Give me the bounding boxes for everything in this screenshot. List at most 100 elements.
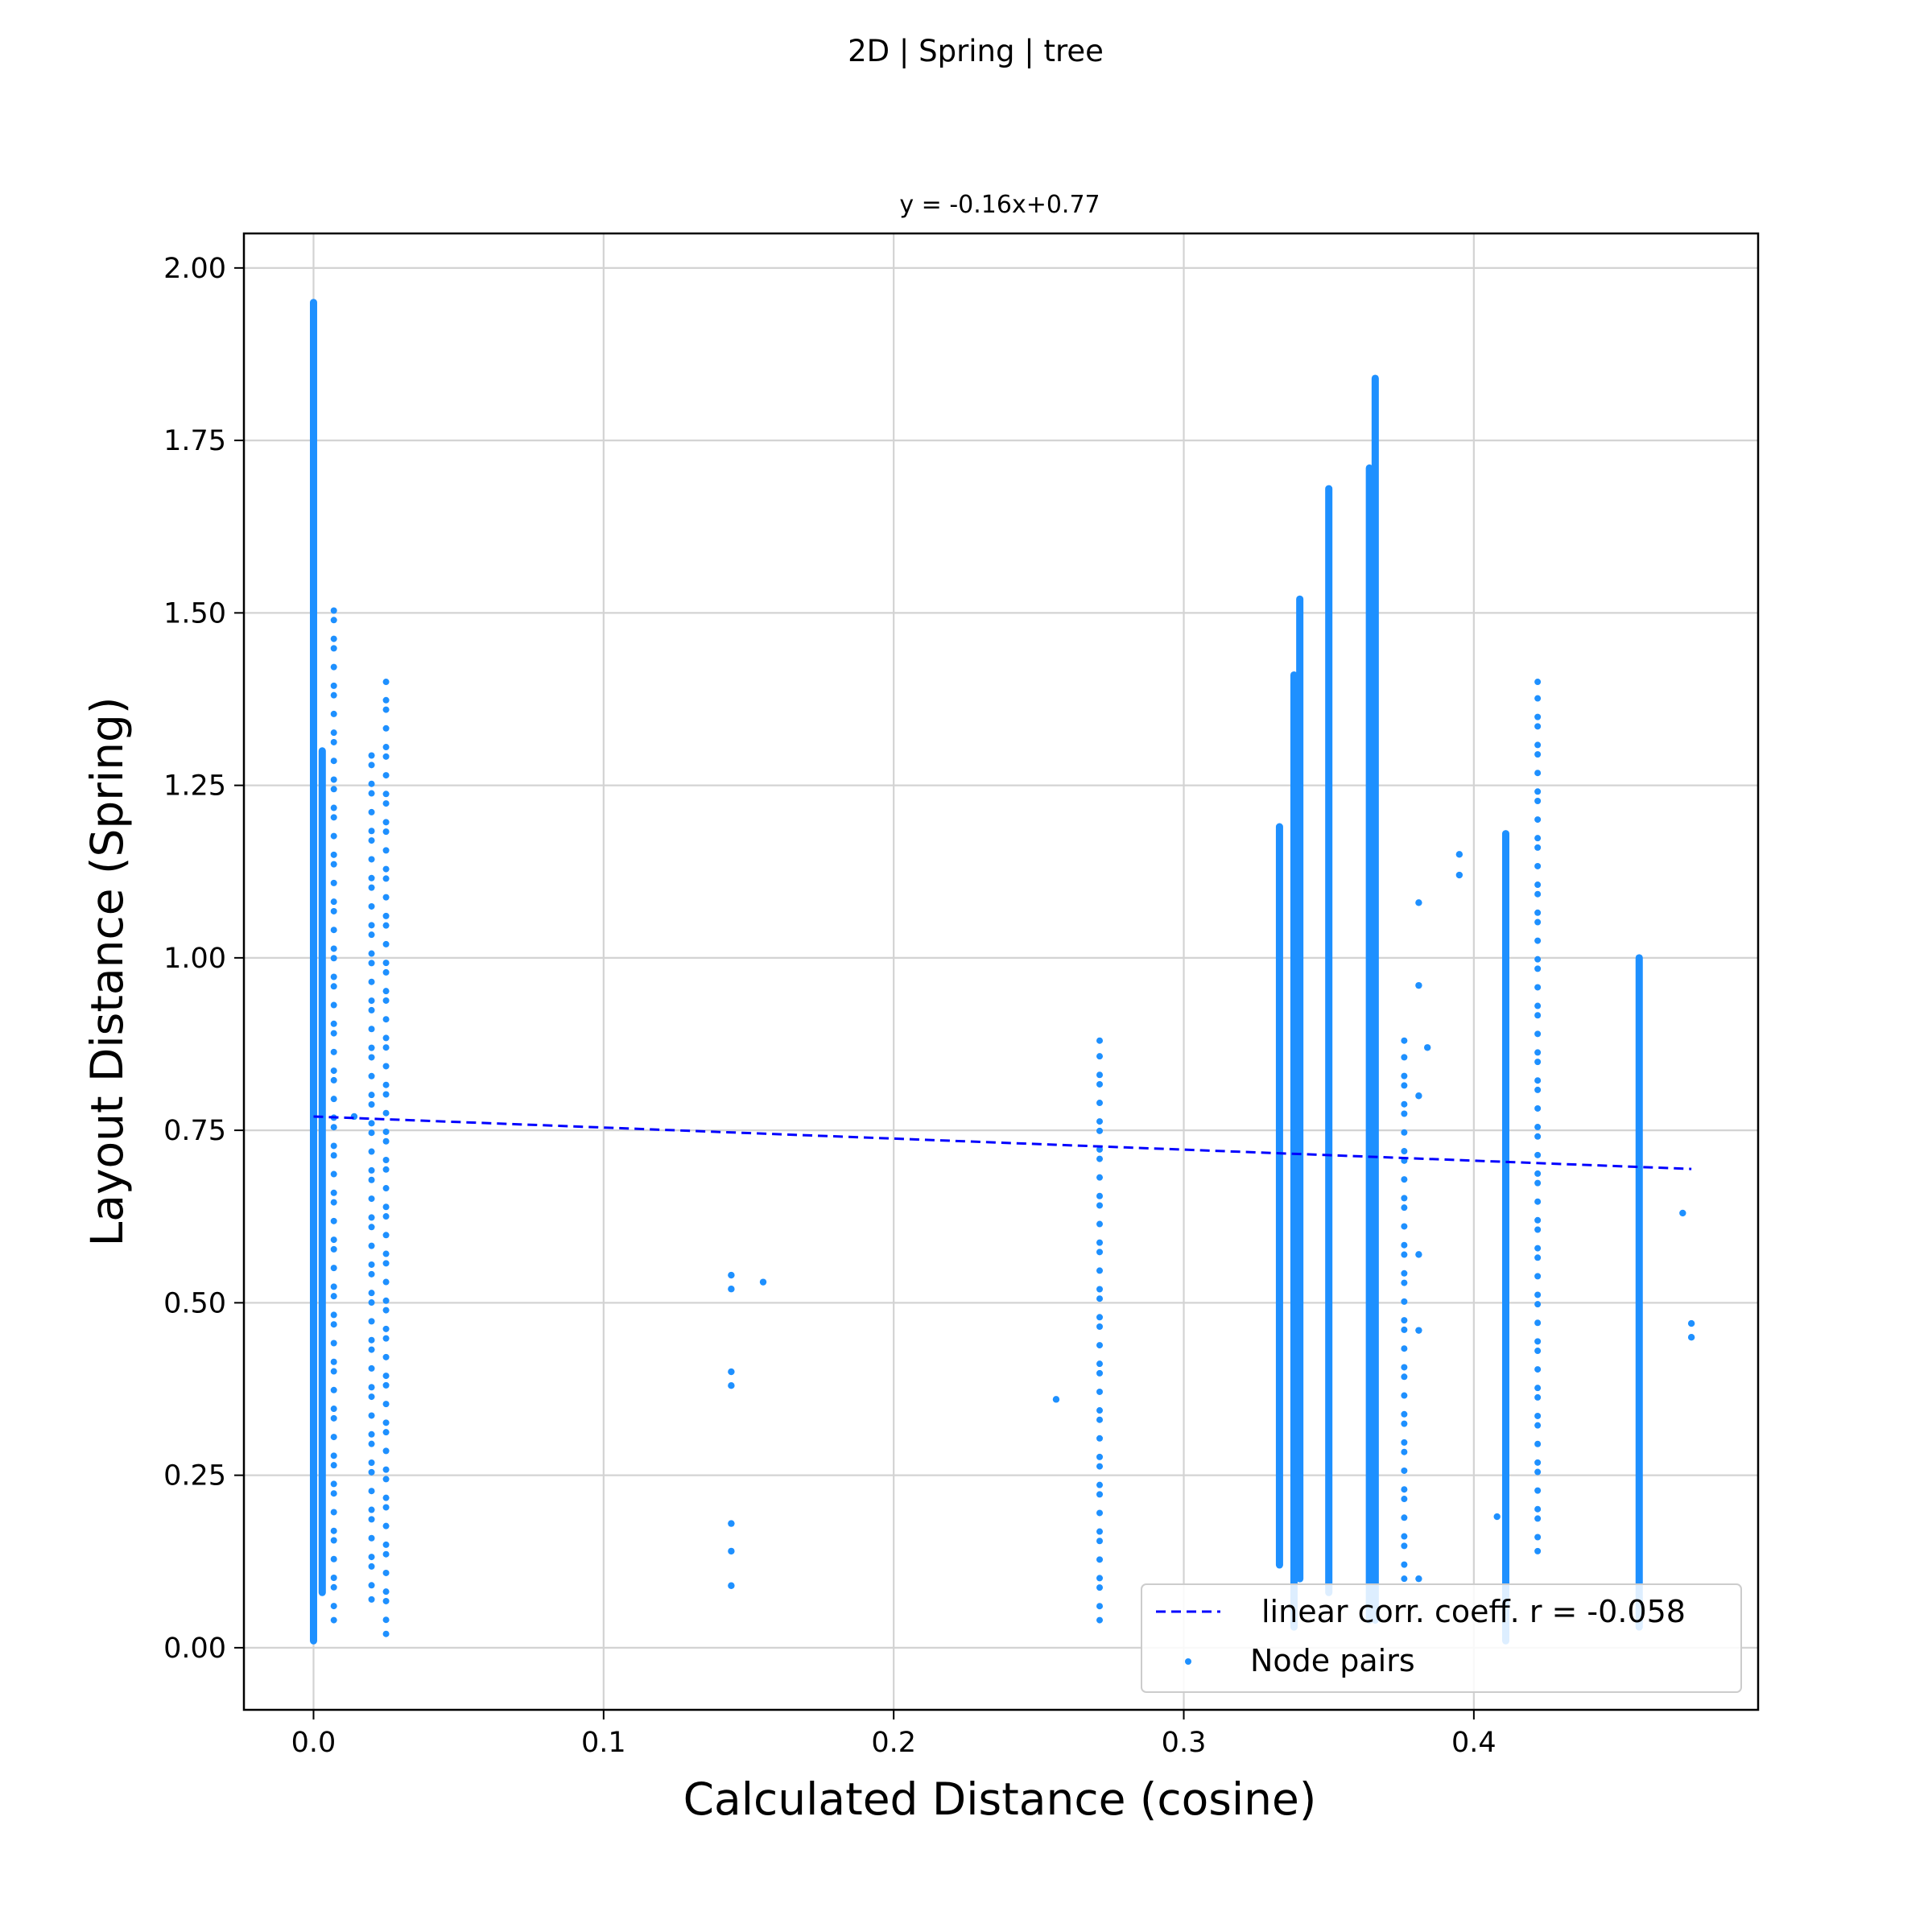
node-pair-point [368,1516,375,1523]
node-pair-point [330,729,337,737]
legend-points-label: Node pairs [1250,1643,1415,1678]
node-pair-point [1096,1416,1104,1423]
node-pair-point [1534,909,1542,916]
node-pair-point [1096,1314,1104,1321]
node-pair-point [1401,1100,1408,1108]
node-pair-point [368,1120,375,1127]
node-pair-point [759,1278,767,1286]
node-pair-point [1534,1179,1542,1187]
node-pair-point [1401,1148,1408,1155]
node-pair-point [330,1358,337,1365]
node-pair-point [1534,1301,1542,1308]
node-pair-point [382,1541,390,1548]
node-pair-point [330,1452,337,1459]
node-pair-point [382,772,390,779]
node-pair-point [1493,1513,1501,1521]
node-pair-point [368,1596,375,1603]
node-pair-point [1534,770,1542,777]
node-pair-point [382,1185,390,1192]
node-pair-point [1534,1104,1542,1112]
node-pair-point [330,1245,337,1253]
node-pair-point [382,1401,390,1408]
node-pair-point [382,968,390,976]
node-pair-point [330,1603,337,1610]
node-pair-point [330,1583,337,1591]
node-pair-point [1534,1151,1542,1158]
node-pair-point [1534,965,1542,972]
node-pair-point [1096,1453,1104,1460]
node-pair-point [330,1152,337,1159]
node-pair-point [1534,713,1542,720]
node-pair-point [1096,1509,1104,1517]
node-pair-point [382,922,390,929]
node-pair-point [368,1176,375,1183]
node-pair-point [1679,1209,1686,1217]
node-pair-point [330,927,337,934]
node-pair-point [1096,1118,1104,1125]
node-pair-point [368,1148,375,1155]
legend-fit-line-label: linear corr. coeff. r = -0.058 [1261,1594,1686,1629]
fit-line [313,1115,1692,1170]
node-pair-point [1401,1467,1408,1474]
node-pair-point [1534,751,1542,758]
node-pair-point [1534,1534,1542,1541]
node-pair-point [1455,871,1463,879]
y-tick-label: 1.50 [163,597,226,630]
node-pair-point [368,790,375,797]
node-pair-point [368,950,375,957]
node-pair-point [382,988,390,995]
node-pair-point [382,1504,390,1511]
node-pair-point [1534,1002,1542,1009]
node-pair-point [1534,1245,1542,1252]
node-pair-point [1534,1459,1542,1466]
y-tick-label: 0.50 [163,1287,226,1319]
node-pair-point [382,828,390,836]
node-pair-point [330,1217,337,1224]
node-pair-point [330,1142,337,1150]
node-pair-point [1401,1251,1408,1258]
node-pair-point [1401,1269,1408,1277]
x-ticks: 0.0 0.1 0.2 0.3 0.4 [291,1710,1496,1759]
node-pair-point [1534,1440,1542,1447]
node-pair-point [368,856,375,863]
axes-title: y = -0.16x+0.77 [899,191,1100,219]
node-pair-point [368,931,375,939]
node-pair-point [1534,835,1542,842]
node-pair-point [382,875,390,882]
node-pair-point [1534,1059,1542,1066]
node-pair-point [368,1166,375,1174]
node-pair-point [1534,1226,1542,1233]
node-pair-point [382,679,390,686]
figure-title: 2D | Spring | tree [848,34,1104,68]
node-pair-point [330,1414,337,1422]
node-pair-point [1455,851,1463,858]
node-pair-point [330,861,337,868]
node-pair-point [330,1001,337,1009]
node-pair-point [1534,1012,1542,1019]
node-pair-point [1096,1556,1104,1563]
node-pair-point [1096,1295,1104,1302]
node-pair-point [1534,1198,1542,1205]
node-pair-point [1534,797,1542,804]
node-pair-point [1401,1129,1408,1136]
node-pair-point [1415,1251,1422,1258]
node-pair-point [368,1195,375,1203]
node-pair-point [368,1270,375,1278]
y-tick-label: 0.75 [163,1115,226,1147]
node-pair-point [1534,1254,1542,1261]
node-pair-point [382,1597,390,1604]
node-pair-point [1096,1528,1104,1535]
node-pair-point [368,1468,375,1476]
node-pair-point [330,1076,337,1084]
node-pair-point [382,1091,390,1098]
node-pair-point [368,1101,375,1108]
node-pair-point [1534,844,1542,851]
node-pair-point [1401,1448,1408,1455]
node-pair-point [330,1283,337,1290]
y-tick-label: 1.75 [163,425,226,457]
y-ticks: 0.00 0.25 0.50 0.75 1.00 1.25 1.50 1.75 2.00 [163,253,244,1665]
node-pair-point [330,1434,337,1441]
node-pair-point [382,696,390,704]
node-pair-point [1401,1082,1408,1089]
node-pair-point [1096,1491,1104,1498]
